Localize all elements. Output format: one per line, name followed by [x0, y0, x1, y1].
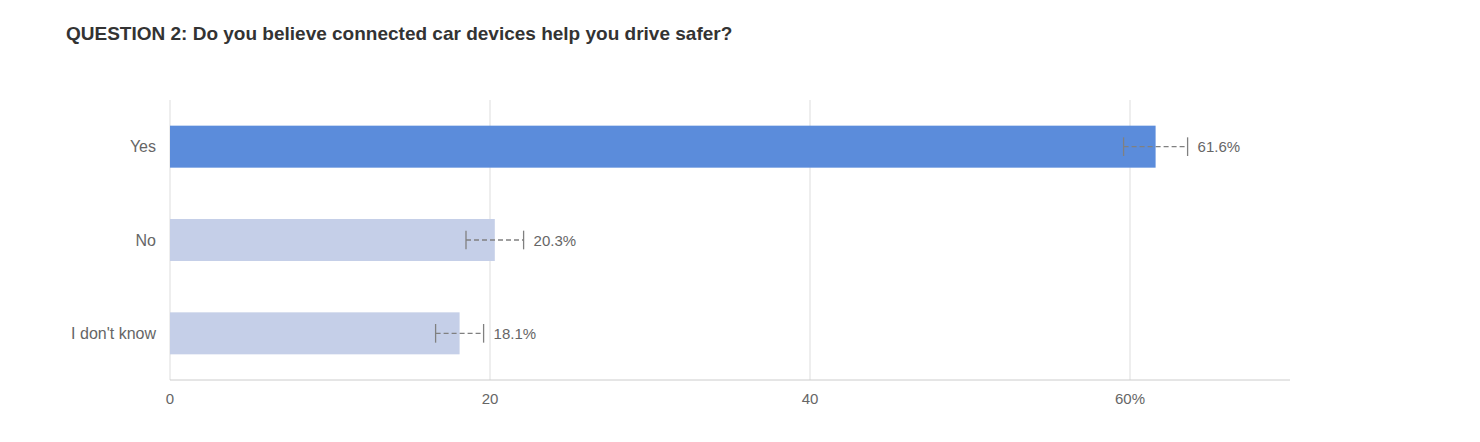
y-tick-label: No — [136, 232, 157, 249]
data-label: 20.3% — [534, 232, 577, 249]
data-label: 18.1% — [494, 325, 537, 342]
error-bar — [436, 324, 484, 343]
error-bar-cap — [1187, 137, 1188, 156]
y-tick-label: I don't know — [71, 325, 156, 342]
error-bar — [466, 231, 524, 250]
chart-svg: QUESTION 2: Do you believe connected car… — [0, 0, 1480, 442]
error-bar-line — [436, 333, 484, 334]
x-tick-label: 60% — [1115, 390, 1145, 407]
error-bar-cap — [465, 231, 466, 250]
plot-area — [170, 126, 1188, 355]
bar — [170, 126, 1156, 168]
data-label: 61.6% — [1198, 138, 1241, 155]
chart-title: QUESTION 2: Do you believe connected car… — [66, 23, 732, 44]
bar — [170, 219, 495, 261]
error-bar-cap — [523, 231, 524, 250]
error-bar-line — [466, 239, 524, 240]
error-bar-cap — [1123, 137, 1124, 156]
error-bar-cap — [435, 324, 436, 343]
error-bar-line — [1124, 146, 1188, 147]
x-tick-label: 0 — [166, 390, 174, 407]
bar — [170, 312, 460, 354]
x-tick-label: 40 — [802, 390, 819, 407]
error-bar-cap — [483, 324, 484, 343]
error-bar — [1124, 137, 1188, 156]
x-axis-line — [170, 380, 1290, 381]
x-tick-label: 20 — [482, 390, 499, 407]
y-tick-label: Yes — [130, 138, 156, 155]
chart-root: QUESTION 2: Do you believe connected car… — [0, 0, 1480, 442]
